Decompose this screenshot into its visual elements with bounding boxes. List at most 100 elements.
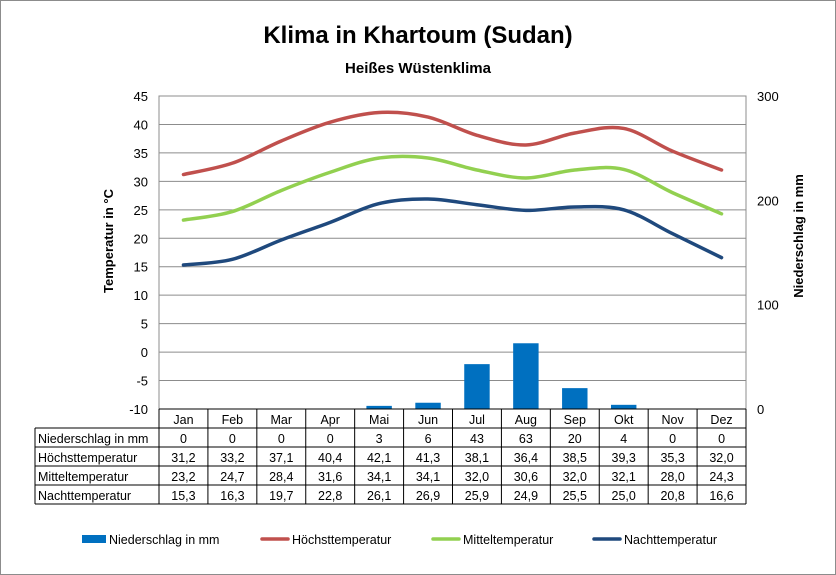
- legend-entry: Höchsttemperatur: [292, 533, 391, 547]
- table-cell: 24,9: [514, 489, 538, 503]
- legend-entry: Mitteltemperatur: [463, 533, 553, 547]
- table-cell: 34,1: [367, 470, 391, 484]
- table-cell: 63: [519, 432, 533, 446]
- precipitation-bar: [610, 404, 637, 409]
- table-row-name: Nachttemperatur: [38, 489, 131, 503]
- table-cell: 16,3: [220, 489, 244, 503]
- table-cell: 24,7: [220, 470, 244, 484]
- table-cell: 0: [278, 432, 285, 446]
- x-category-label: Jan: [173, 413, 193, 427]
- y-tick-label-left: -10: [129, 402, 148, 417]
- table-cell: 0: [327, 432, 334, 446]
- table-cell: 0: [669, 432, 676, 446]
- table-cell: 0: [718, 432, 725, 446]
- x-category-label: Nov: [662, 413, 685, 427]
- precipitation-bar: [366, 405, 392, 409]
- x-category-label: Jun: [418, 413, 438, 427]
- x-category-label: Jul: [469, 413, 485, 427]
- y-tick-label-left: -5: [136, 374, 148, 389]
- table-cell: 38,1: [465, 451, 489, 465]
- table-cell: 15,3: [171, 489, 195, 503]
- table-cell: 25,5: [563, 489, 587, 503]
- y-tick-label-left: 5: [141, 317, 148, 332]
- table-cell: 28,0: [660, 470, 684, 484]
- table-cell: 6: [425, 432, 432, 446]
- table-row-name: Mitteltemperatur: [38, 470, 128, 484]
- precipitation-bar: [513, 343, 539, 409]
- y-tick-label-left: 15: [134, 260, 148, 275]
- table-cell: 30,6: [514, 470, 538, 484]
- y-tick-label-left: 45: [134, 89, 148, 104]
- chart-title: Klima in Khartoum (Sudan): [263, 22, 573, 49]
- temperature-lines: [181, 110, 724, 267]
- y-tick-label-left: 20: [134, 231, 148, 246]
- table-cell: 22,8: [318, 489, 342, 503]
- table-cell: 28,4: [269, 470, 293, 484]
- y-tick-label-right: 300: [757, 89, 779, 104]
- x-category-label: Apr: [320, 413, 339, 427]
- chart-subtitle: Heißes Wüstenklima: [345, 60, 491, 77]
- x-category-label: Feb: [222, 413, 244, 427]
- x-category-label: Dez: [710, 413, 732, 427]
- table-cell: 33,2: [220, 451, 244, 465]
- table-cell: 42,1: [367, 451, 391, 465]
- legend-entry: Niederschlag in mm: [109, 533, 219, 547]
- table-cell: 38,5: [563, 451, 587, 465]
- precipitation-bars: [366, 343, 637, 409]
- x-category-label: Mai: [369, 413, 389, 427]
- table-row-name: Niederschlag in mm: [38, 432, 148, 446]
- y-tick-label-left: 35: [134, 146, 148, 161]
- y-tick-label-left: 10: [134, 288, 148, 303]
- table-cell: 31,6: [318, 470, 342, 484]
- table-cell: 37,1: [269, 451, 293, 465]
- table-cell: 0: [229, 432, 236, 446]
- precipitation-bar: [562, 388, 588, 409]
- table-cell: 32,0: [465, 470, 489, 484]
- table-cell: 25,0: [612, 489, 636, 503]
- precipitation-bar: [415, 402, 441, 409]
- series-line-mitteltemperatur: [181, 154, 724, 222]
- table-cell: 43: [470, 432, 484, 446]
- table-cell: 32,1: [612, 470, 636, 484]
- table-cell: 26,9: [416, 489, 440, 503]
- y-tick-label-left: 30: [134, 174, 148, 189]
- x-category-label: Okt: [614, 413, 634, 427]
- data-table: Jan Feb Mar Apr Mai Jun Jul Aug Sep Okt Nov Dez Nied…: [34, 408, 747, 505]
- table-cell: 31,2: [171, 451, 195, 465]
- y-tick-label-left: 25: [134, 203, 148, 218]
- table-cell: 24,3: [709, 470, 733, 484]
- table-cell: 23,2: [171, 470, 195, 484]
- series-line-nachttemperatur: [181, 197, 724, 267]
- y-tick-label-right: 200: [757, 193, 779, 208]
- table-cell: 32,0: [563, 470, 587, 484]
- table-cell: 0: [180, 432, 187, 446]
- table-cell: 4: [620, 432, 627, 446]
- table-cell: 39,3: [612, 451, 636, 465]
- table-cell: 34,1: [416, 470, 440, 484]
- axes: 45 40 35 30 25 20 15 10 5 0 -5 -10 300 200 100 0: [129, 89, 779, 417]
- x-category-label: Sep: [564, 413, 586, 427]
- y-axis-left-label: Temperatur in °C: [101, 188, 116, 293]
- table-cell: 41,3: [416, 451, 440, 465]
- table-cell: 20,8: [660, 489, 684, 503]
- table-cell: 32,0: [709, 451, 733, 465]
- table-cell: 19,7: [269, 489, 293, 503]
- y-tick-label-left: 40: [134, 117, 148, 132]
- y-tick-label-right: 100: [757, 298, 779, 313]
- table-cell: 26,1: [367, 489, 391, 503]
- legend-swatch: [82, 535, 106, 543]
- table-cell: 36,4: [514, 451, 538, 465]
- series-line-höchsttemperatur: [181, 110, 724, 177]
- table-cell: 35,3: [660, 451, 684, 465]
- precipitation-bar: [464, 364, 490, 409]
- table-row-name: Höchsttemperatur: [38, 451, 137, 465]
- x-category-label: Aug: [515, 413, 537, 427]
- table-cell: 25,9: [465, 489, 489, 503]
- table-cell: 16,6: [709, 489, 733, 503]
- legend: Niederschlag in mm Höchsttemperatur Mittel…: [82, 533, 717, 547]
- y-tick-label-right: 0: [757, 402, 764, 417]
- y-tick-label-left: 0: [141, 345, 148, 360]
- table-cell: 3: [376, 432, 383, 446]
- legend-entry: Nachttemperatur: [624, 533, 717, 547]
